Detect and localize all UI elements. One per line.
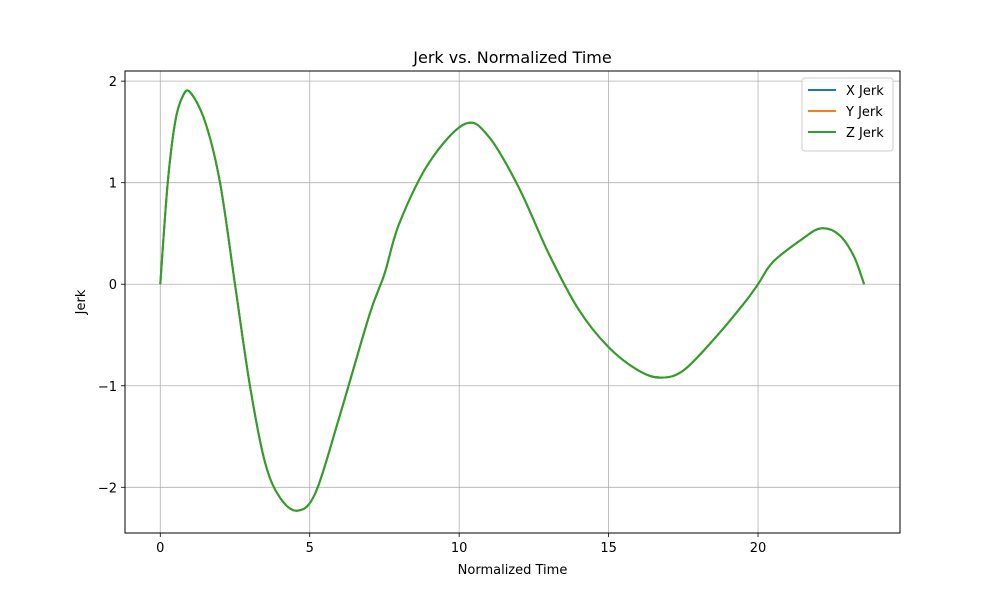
axis-ticks: 0 5 10 15 20 −2 −1 0 1 2	[98, 75, 766, 556]
legend-label: Z Jerk	[846, 126, 884, 141]
x-tick-label: 20	[750, 541, 767, 556]
y-axis-label: Jerk	[74, 289, 89, 315]
x-tick-label: 0	[156, 541, 164, 556]
legend-label: X Jerk	[846, 84, 884, 99]
plot-area	[159, 89, 866, 512]
y-tick-label: 2	[109, 75, 117, 90]
x-axis-label: Normalized Time	[458, 563, 568, 578]
series-line-z-jerk	[159, 89, 866, 512]
legend-label: Y Jerk	[845, 105, 883, 120]
x-tick-label: 10	[451, 541, 468, 556]
axes-frame	[124, 70, 901, 534]
legend: X Jerk Y Jerk Z Jerk	[801, 77, 894, 152]
y-tick-label: −1	[98, 380, 117, 395]
grid-lines	[125, 71, 900, 533]
y-tick-label: 0	[109, 278, 117, 293]
chart-title: Jerk vs. Normalized Time	[412, 48, 611, 67]
x-tick-label: 5	[306, 541, 314, 556]
y-tick-label: −2	[98, 481, 117, 496]
y-tick-label: 1	[109, 177, 117, 192]
x-tick-label: 15	[600, 541, 617, 556]
